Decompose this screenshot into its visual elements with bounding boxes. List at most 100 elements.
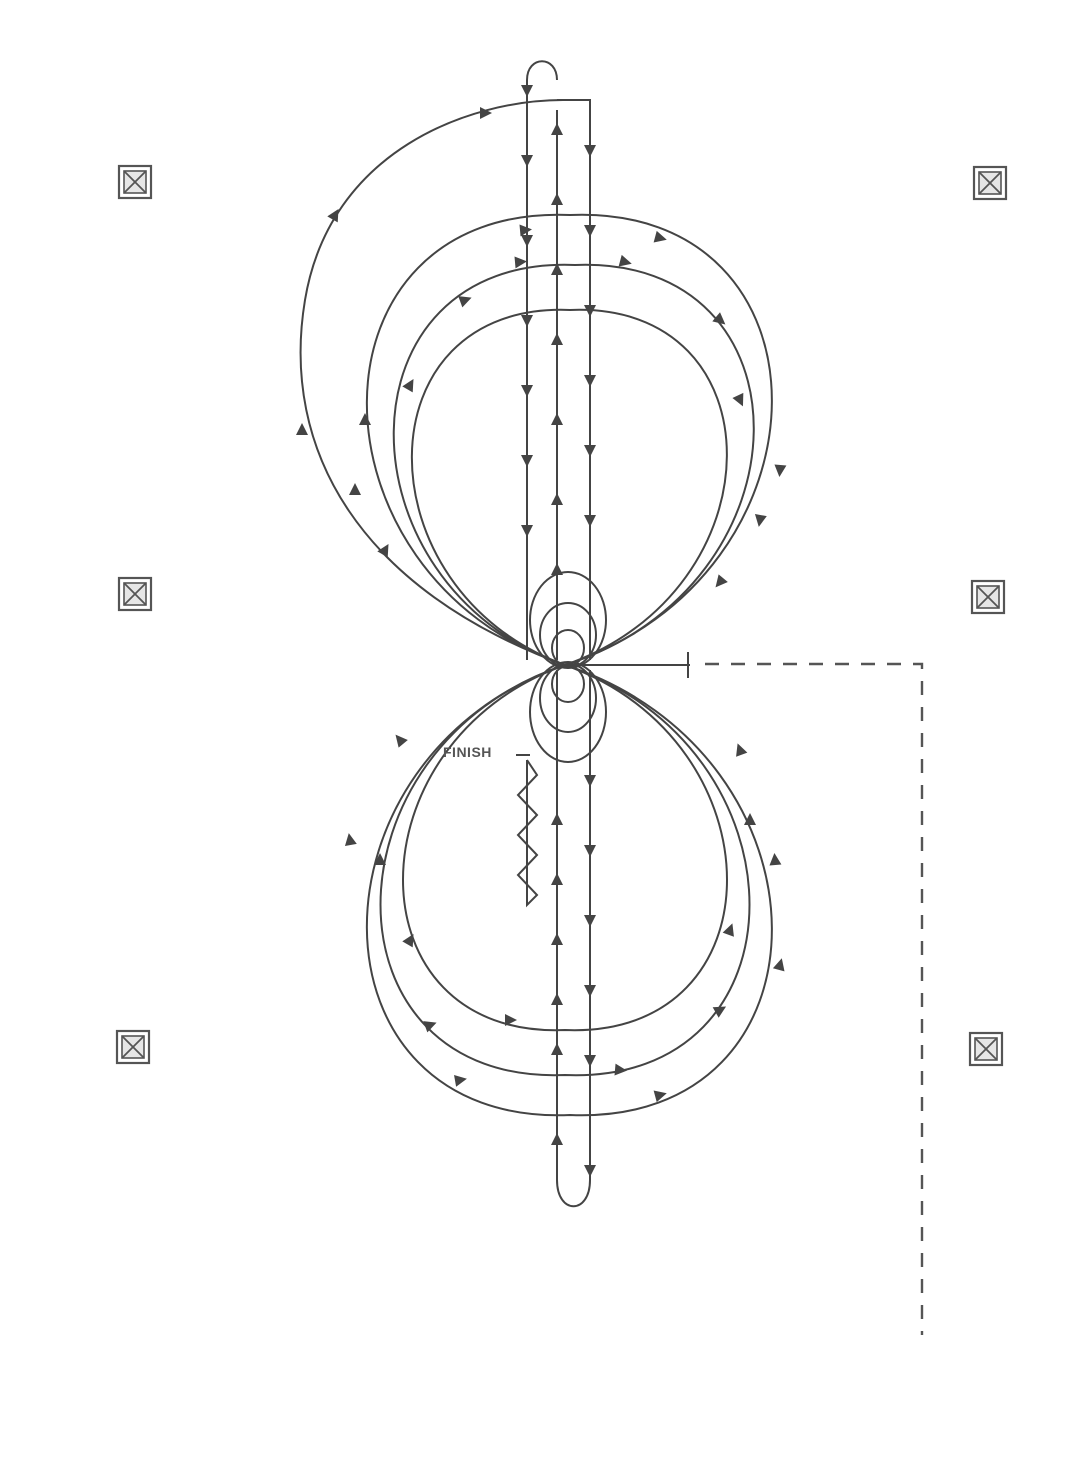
arrow-up-top-6	[551, 563, 563, 575]
arrow-down-left-1	[521, 155, 533, 167]
bottom-turn-cap	[556, 1179, 591, 1208]
arrow-loop-26	[712, 1006, 727, 1018]
arrow-loop-27	[722, 923, 734, 937]
arrow-loop-12	[712, 312, 726, 325]
top-crossover	[557, 99, 591, 110]
arrow-down-right-1	[584, 225, 596, 237]
lower-circle-small	[402, 664, 728, 1032]
arrow-loop-24	[614, 1063, 627, 1076]
lower-circle-large	[366, 664, 773, 1117]
arrow-up-bottom-3	[551, 993, 563, 1005]
marker-middle-right-outer	[970, 579, 1006, 615]
arrow-loop-19	[374, 853, 386, 865]
arrow-up-bottom-2	[551, 933, 563, 945]
arrow-down-left-2	[521, 235, 533, 247]
center-loop-top-medium	[539, 602, 597, 668]
arrow-loop-17	[395, 734, 408, 748]
arrow-down-lower-5	[584, 1165, 596, 1177]
flight-paths	[299, 60, 773, 1208]
arrow-down-lower-4	[584, 1055, 596, 1067]
arrow-up-bottom-5	[551, 1133, 563, 1145]
arrow-up-top-1	[551, 193, 563, 205]
arrow-loop-0	[480, 107, 492, 119]
arrow-down-right-4	[584, 445, 596, 457]
arrow-down-lower-2	[584, 915, 596, 927]
arrow-down-left-0	[521, 85, 533, 97]
top-turn-cap	[526, 60, 558, 81]
arrow-loop-11	[458, 296, 472, 308]
arrow-loop-8	[618, 254, 632, 267]
arrow-loop-28	[744, 813, 756, 825]
marker-top-left-outer	[117, 164, 153, 200]
arrow-down-lower-1	[584, 845, 596, 857]
marker-middle-right	[970, 579, 1006, 615]
arrow-loop-25	[653, 1090, 667, 1103]
arrow-loop-6	[377, 543, 389, 558]
arrow-up-top-2	[551, 263, 563, 275]
center-loop-bottom-small	[551, 665, 585, 703]
marker-bottom-left-outer	[115, 1029, 151, 1065]
marker-top-right	[972, 165, 1008, 201]
arrow-down-right-0	[584, 145, 596, 157]
marker-bottom-left-cross-b	[121, 1035, 145, 1059]
arrow-down-left-4	[521, 385, 533, 397]
arrow-down-left-6	[521, 525, 533, 537]
arrow-loop-21	[423, 1021, 437, 1033]
marker-middle-left-outer	[117, 576, 153, 612]
marker-top-right-outer	[972, 165, 1008, 201]
arrow-down-lower-0	[584, 775, 596, 787]
marker-bottom-left	[115, 1029, 151, 1065]
marker-middle-left	[117, 576, 153, 612]
entry-guide	[705, 662, 924, 1335]
dashed-entry-guide	[705, 662, 924, 1335]
finish-zigzag	[516, 759, 539, 908]
arrow-loop-16	[774, 464, 787, 477]
arrow-loop-20	[402, 933, 414, 948]
ground-markers	[115, 164, 1008, 1067]
arrow-loop-7	[514, 256, 527, 269]
arrow-up-top-4	[551, 413, 563, 425]
arrow-loop-4	[653, 230, 667, 243]
arrow-loop-15	[715, 574, 728, 588]
arrow-loop-30	[772, 958, 785, 972]
arrow-down-right-2	[584, 305, 596, 317]
arrow-up-bottom-0	[551, 813, 563, 825]
arrow-up-top-5	[551, 493, 563, 505]
marker-middle-right-cross-b	[976, 585, 1000, 609]
arrow-loop-23	[454, 1074, 467, 1087]
arrow-down-right-5	[584, 515, 596, 527]
finish-label: FINISH	[443, 744, 492, 760]
center-loop-bottom-large	[529, 661, 607, 763]
arrow-up-bottom-4	[551, 1043, 563, 1055]
upper-circle-large	[366, 213, 773, 666]
arrow-loop-14	[754, 514, 767, 527]
arrow-down-lower-3	[584, 985, 596, 997]
arrow-loop-29	[769, 853, 782, 866]
marker-top-left-cross-b	[123, 170, 147, 194]
direction-arrows	[296, 85, 787, 1177]
arrow-loop-13	[732, 392, 744, 407]
center-loop-top-large	[529, 571, 607, 669]
center-loop-bottom-medium	[539, 663, 597, 733]
arrow-down-left-5	[521, 455, 533, 467]
arrow-loop-9	[359, 413, 371, 425]
marker-middle-left-cross-b	[123, 582, 147, 606]
arrow-down-right-3	[584, 375, 596, 387]
upper-circle-small	[411, 308, 728, 666]
arrow-up-bottom-1	[551, 873, 563, 885]
marker-top-right-cross-b	[978, 171, 1002, 195]
arrow-loop-10	[402, 378, 414, 393]
marker-bottom-right-cross-b	[974, 1037, 998, 1061]
lower-circle-medium	[379, 664, 751, 1077]
arrow-up-top-3	[551, 333, 563, 345]
upper-circle-medium	[392, 263, 755, 666]
arrow-loop-22	[505, 1014, 517, 1026]
marker-bottom-right	[968, 1031, 1004, 1067]
arrow-loop-3	[519, 224, 532, 237]
arrow-loop-1	[327, 208, 339, 223]
arrow-loop-2	[296, 423, 308, 435]
arrow-loop-31	[736, 743, 748, 757]
arrow-loop-18	[344, 833, 357, 846]
arrow-up-top-0	[551, 123, 563, 135]
